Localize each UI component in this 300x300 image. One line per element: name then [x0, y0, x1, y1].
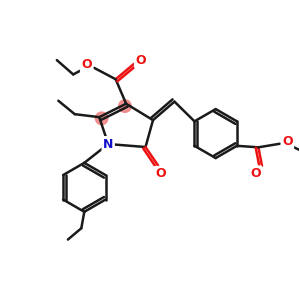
Text: N: N — [103, 137, 113, 151]
Text: O: O — [282, 135, 293, 148]
Text: O: O — [135, 54, 146, 67]
Text: O: O — [250, 167, 261, 180]
Text: O: O — [81, 58, 92, 71]
Circle shape — [118, 100, 131, 112]
Circle shape — [95, 112, 108, 124]
Text: O: O — [155, 167, 166, 180]
